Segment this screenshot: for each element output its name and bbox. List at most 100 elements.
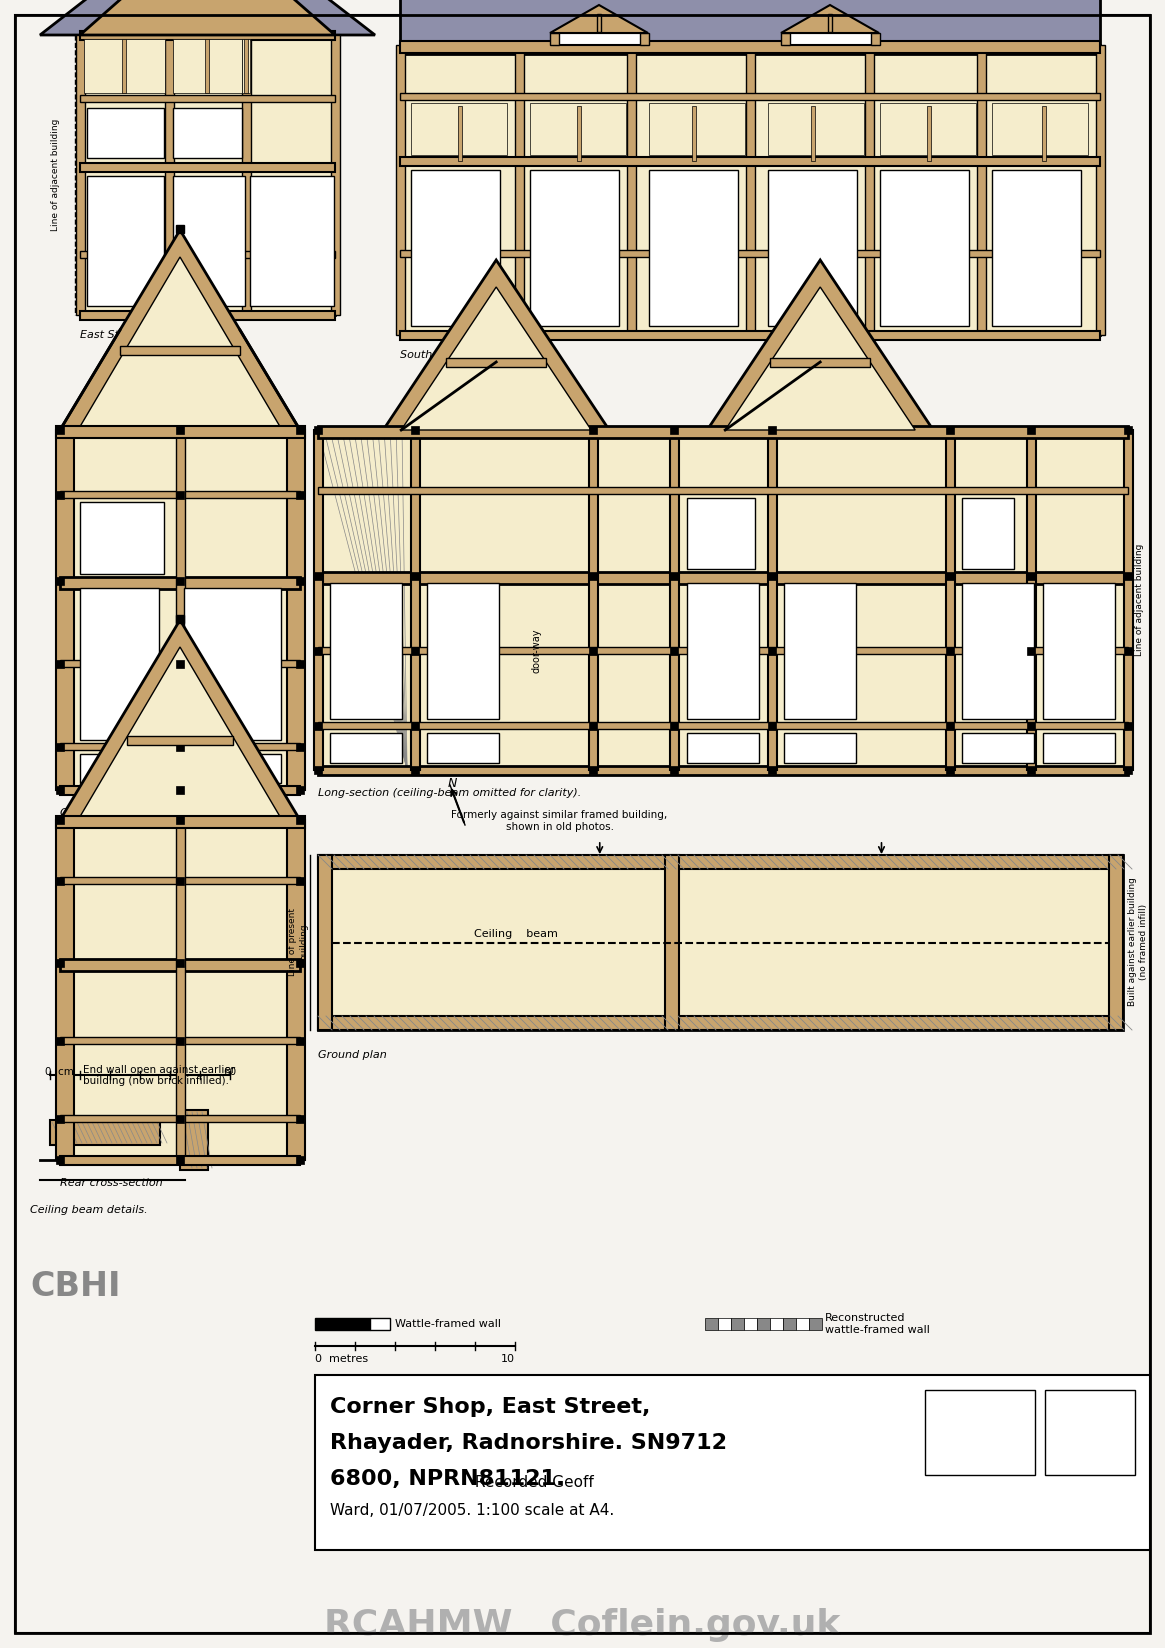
Bar	[174, 176, 245, 307]
Bar	[589, 430, 599, 770]
Bar	[176, 1037, 184, 1045]
Bar	[315, 430, 323, 770]
Bar	[744, 1318, 757, 1330]
Bar	[946, 766, 954, 775]
Text: door-way ?: door-way ?	[179, 628, 190, 681]
Bar	[446, 358, 546, 368]
Bar	[318, 855, 1123, 1030]
Bar	[596, 13, 601, 31]
Bar	[670, 722, 678, 730]
Text: CBHI: CBHI	[30, 1271, 120, 1304]
Bar	[946, 648, 954, 654]
Bar	[127, 737, 233, 745]
Bar	[1026, 425, 1035, 433]
Bar	[80, 252, 336, 259]
Bar	[1124, 425, 1132, 433]
Bar	[962, 498, 1014, 569]
Bar	[768, 648, 776, 654]
Bar	[318, 722, 1128, 728]
Bar	[649, 170, 737, 326]
Bar	[1109, 855, 1123, 1030]
Bar	[768, 722, 776, 730]
Bar	[411, 170, 500, 326]
Text: Corner Shop, East Street,: Corner Shop, East Street,	[330, 1398, 650, 1417]
Bar	[318, 425, 1128, 438]
Bar	[61, 1037, 301, 1043]
Bar	[296, 816, 304, 824]
Bar	[828, 13, 832, 31]
Polygon shape	[383, 260, 609, 430]
Bar	[318, 648, 1128, 654]
Bar	[331, 35, 340, 315]
Bar	[1043, 733, 1115, 763]
Bar	[670, 648, 678, 654]
Bar	[1043, 583, 1115, 719]
Bar	[768, 766, 776, 775]
Bar	[296, 425, 304, 433]
Bar	[768, 170, 857, 326]
Text: Ceiling beam details.: Ceiling beam details.	[30, 1205, 148, 1215]
Bar	[61, 877, 301, 885]
Bar	[686, 498, 755, 569]
Text: South-west elevation.: South-west elevation.	[400, 349, 521, 359]
Bar	[120, 346, 240, 354]
Bar	[176, 1155, 184, 1163]
Bar	[880, 104, 976, 155]
Bar	[670, 425, 678, 433]
Bar	[56, 816, 64, 824]
Bar	[785, 33, 875, 44]
Bar	[330, 583, 402, 719]
Text: Wattle-framed wall: Wattle-framed wall	[395, 1318, 501, 1328]
Bar	[1026, 572, 1035, 580]
Polygon shape	[80, 0, 336, 35]
Bar	[1045, 1389, 1135, 1475]
Polygon shape	[61, 620, 301, 821]
Bar	[880, 170, 969, 326]
Polygon shape	[78, 648, 282, 821]
Bar	[176, 577, 184, 585]
Bar	[1026, 648, 1035, 654]
Text: Ward, 01/07/2005. 1:100 scale at A4.: Ward, 01/07/2005. 1:100 scale at A4.	[330, 1503, 614, 1518]
Bar	[80, 31, 336, 40]
Bar	[411, 430, 421, 770]
Bar	[176, 1116, 184, 1124]
Bar	[577, 105, 580, 162]
Bar	[174, 107, 242, 158]
Bar	[730, 1318, 744, 1330]
Bar	[176, 816, 184, 824]
Text: door-way: door-way	[986, 511, 995, 555]
Bar	[61, 1116, 301, 1122]
Bar	[176, 786, 184, 794]
Text: 10: 10	[501, 1355, 515, 1365]
Bar	[926, 105, 931, 162]
Bar	[811, 105, 815, 162]
Bar	[287, 821, 305, 1160]
Bar	[61, 1155, 301, 1165]
Bar	[1124, 766, 1132, 775]
Text: door-way: door-way	[726, 511, 736, 555]
Bar	[181, 1111, 209, 1170]
Bar	[962, 733, 1033, 763]
Bar	[783, 1318, 796, 1330]
Bar	[768, 104, 864, 155]
Bar	[184, 753, 282, 783]
Text: Reconstructed
wattle-framed wall: Reconstructed wattle-framed wall	[825, 1313, 930, 1335]
Bar	[56, 659, 64, 667]
Bar	[784, 583, 856, 719]
Bar	[176, 491, 184, 499]
Polygon shape	[40, 0, 375, 35]
Bar	[670, 430, 679, 770]
Bar	[665, 855, 679, 1030]
Bar	[296, 1116, 304, 1124]
Polygon shape	[707, 260, 933, 430]
Bar	[746, 44, 755, 335]
Bar	[318, 488, 1128, 494]
Text: Cross-section: Cross-section	[61, 808, 135, 817]
Bar	[1124, 648, 1132, 654]
Bar	[411, 572, 419, 580]
Bar	[640, 33, 649, 44]
Text: 60: 60	[224, 1066, 236, 1078]
Polygon shape	[61, 231, 301, 430]
Bar	[1042, 105, 1046, 162]
Bar	[176, 425, 184, 433]
